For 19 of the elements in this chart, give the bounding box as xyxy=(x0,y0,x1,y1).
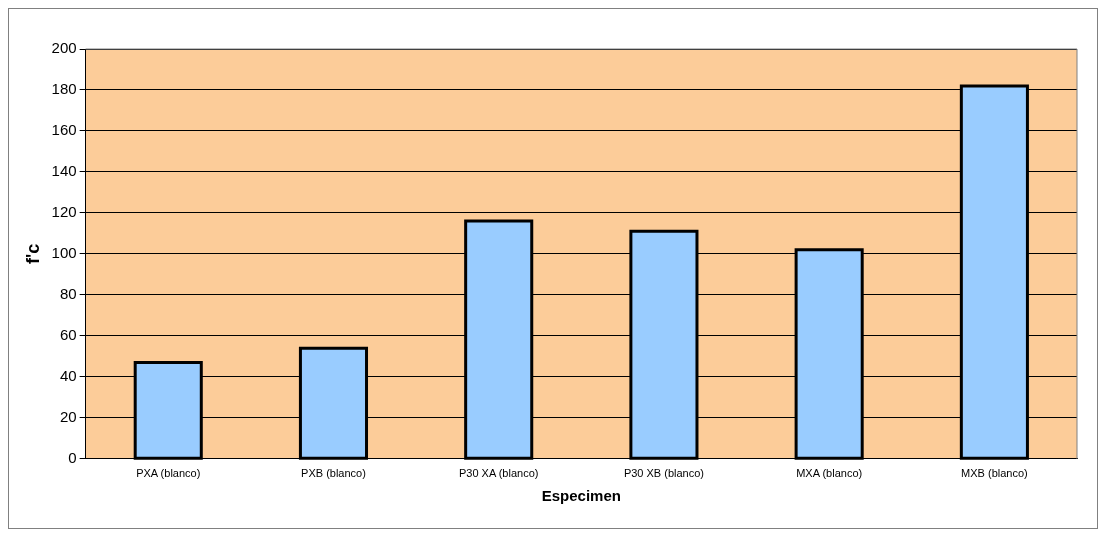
y-tick-label: 60 xyxy=(59,326,77,343)
x-tick-label: MXA (blanco) xyxy=(796,467,863,480)
y-tick-label: 140 xyxy=(51,162,77,180)
y-tick-label: 40 xyxy=(59,366,77,384)
y-tick-label: 80 xyxy=(59,285,77,303)
x-tick-label: P30 XA (blanco) xyxy=(458,467,539,480)
y-tick-label: 0 xyxy=(68,448,77,466)
x-tick-label: PXB (blanco) xyxy=(301,467,366,480)
y-tick-label: 180 xyxy=(51,80,77,98)
x-tick-label: PXA (blanco) xyxy=(136,467,201,480)
x-axis-title: Especimen xyxy=(541,487,621,505)
y-axis-title: f'c xyxy=(22,243,43,265)
x-tick-label: MXB (blanco) xyxy=(961,467,1028,480)
y-tick-label: 100 xyxy=(51,244,77,262)
x-tick-label: P30 XB (blanco) xyxy=(623,467,704,480)
y-tick-label: 120 xyxy=(51,203,77,221)
y-tick-label: 160 xyxy=(51,121,77,139)
y-tick-label: 20 xyxy=(59,407,77,425)
y-tick-label: 200 xyxy=(51,39,77,57)
